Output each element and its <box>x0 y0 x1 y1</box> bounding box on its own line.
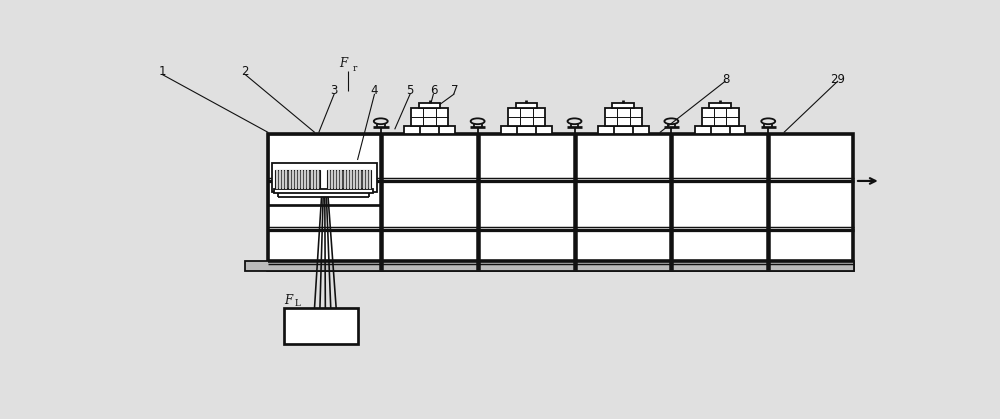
Bar <box>702 109 739 126</box>
Bar <box>274 189 373 193</box>
Text: F: F <box>339 57 348 70</box>
Bar <box>404 126 455 134</box>
Bar <box>695 126 745 134</box>
Bar <box>268 134 853 270</box>
Text: 29: 29 <box>830 73 846 86</box>
Bar <box>411 109 448 126</box>
Text: 5: 5 <box>407 84 414 97</box>
Text: L: L <box>295 299 301 308</box>
Text: 2: 2 <box>241 65 249 78</box>
Bar <box>516 103 537 109</box>
Text: 1: 1 <box>158 65 166 78</box>
Bar <box>327 170 371 189</box>
Text: 6: 6 <box>430 84 437 97</box>
Bar <box>272 163 377 192</box>
Text: r: r <box>352 64 357 72</box>
Bar <box>612 103 634 109</box>
Bar <box>508 109 545 126</box>
Bar <box>284 308 358 344</box>
Bar <box>598 126 649 134</box>
Bar <box>709 103 731 109</box>
Text: F: F <box>284 294 292 307</box>
Bar <box>268 134 381 205</box>
Bar <box>501 126 552 134</box>
Text: 8: 8 <box>722 73 729 86</box>
Bar <box>245 261 854 271</box>
Bar <box>275 170 320 189</box>
Text: 4: 4 <box>371 84 378 97</box>
Bar <box>419 103 440 109</box>
Bar <box>605 109 642 126</box>
Text: 3: 3 <box>331 84 338 97</box>
Text: 7: 7 <box>451 84 458 97</box>
